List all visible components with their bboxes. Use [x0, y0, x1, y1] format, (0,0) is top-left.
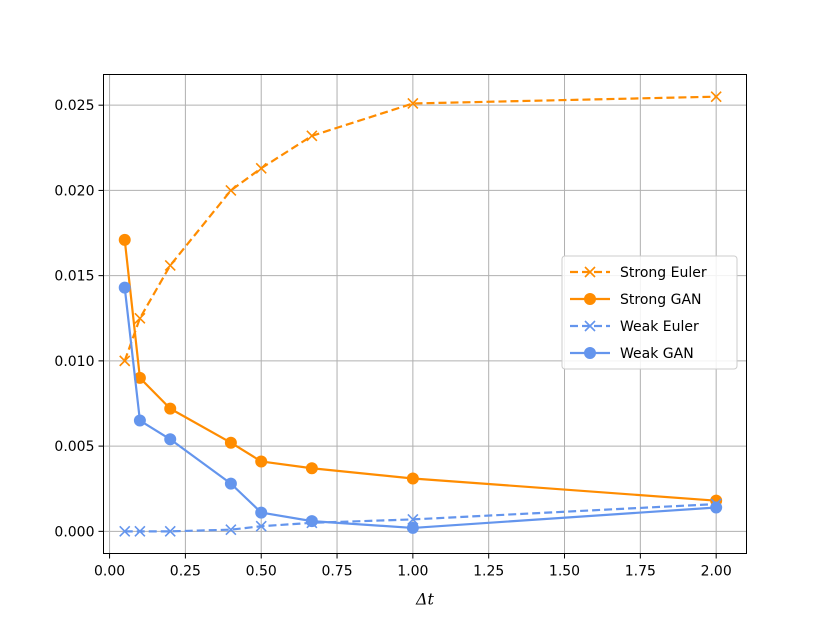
x-tick-label: 0.25: [170, 564, 201, 580]
x-tick-label: 1.75: [625, 564, 656, 580]
strong-euler-point: [710, 91, 722, 103]
x-tick-label: 1.50: [549, 564, 580, 580]
weak-gan-point: [710, 501, 723, 514]
x-tick-label: 0.00: [94, 564, 125, 580]
weak-euler-line: [124, 502, 717, 533]
weak-euler-point: [119, 525, 131, 537]
legend: Strong Euler Strong GAN Weak Euler Weak GAN: [561, 255, 738, 370]
axis-ticks: 0.00 0.25 0.50 0.75 1.00 1.25 1.50 1.75 2.00 0.00…: [54, 98, 731, 579]
strong-euler-series: [119, 91, 722, 367]
y-tick-label: 0.000: [54, 524, 94, 540]
weak-gan-point: [118, 281, 131, 294]
weak-gan-point: [406, 521, 419, 534]
strong-euler-line: [123, 95, 717, 362]
series-layer: [118, 91, 723, 537]
legend-label-strong-euler: Strong Euler: [620, 265, 707, 281]
weak-gan-point: [305, 515, 318, 528]
strong-euler-point: [119, 355, 131, 367]
weak-gan-point: [224, 477, 237, 490]
legend-marker-weak-gan: [584, 347, 596, 359]
strong-gan-point: [406, 472, 419, 485]
weak-gan-point: [133, 414, 146, 427]
strong-euler-point: [255, 162, 267, 174]
weak-euler-point: [134, 525, 146, 537]
weak-euler-point: [407, 513, 419, 525]
weak-euler-point: [255, 520, 267, 532]
y-tick-label: 0.020: [54, 183, 94, 199]
legend-label-strong-gan: Strong GAN: [620, 292, 702, 308]
weak-gan-point: [164, 433, 177, 446]
strong-gan-point: [164, 402, 177, 415]
strong-gan-point: [255, 455, 268, 468]
y-tick-label: 0.025: [54, 98, 94, 114]
strong-gan-point: [305, 462, 318, 475]
y-tick-label: 0.005: [54, 439, 94, 455]
legend-marker-strong-gan: [584, 293, 596, 305]
strong-euler-point: [164, 259, 176, 271]
x-axis-label: Δt: [415, 590, 435, 609]
y-tick-label: 0.010: [54, 354, 94, 370]
strong-gan-point: [118, 233, 131, 246]
x-tick-label: 1.00: [397, 564, 428, 580]
strong-gan-line: [123, 239, 717, 502]
strong-euler-point: [225, 184, 237, 196]
plot-frame: [103, 74, 747, 554]
legend-box: [561, 255, 738, 370]
weak-euler-series: [119, 498, 722, 537]
weak-gan-series: [118, 281, 723, 534]
x-tick-label: 2.00: [701, 564, 732, 580]
legend-label-weak-gan: Weak GAN: [620, 346, 694, 362]
legend-marker-strong-euler: [584, 266, 596, 278]
weak-euler-point: [164, 525, 176, 537]
y-tick-label: 0.015: [54, 269, 94, 285]
x-tick-label: 0.50: [246, 564, 277, 580]
legend-label-weak-euler: Weak Euler: [620, 319, 699, 335]
strong-euler-point: [134, 312, 146, 324]
x-tick-label: 1.25: [473, 564, 504, 580]
strong-euler-point: [407, 97, 419, 110]
x-tick-label: 0.75: [321, 564, 352, 580]
strong-gan-point: [224, 436, 237, 449]
legend-marker-weak-euler: [584, 320, 596, 332]
strong-euler-point: [306, 130, 318, 142]
weak-euler-point: [225, 524, 237, 536]
weak-gan-point: [255, 506, 268, 519]
